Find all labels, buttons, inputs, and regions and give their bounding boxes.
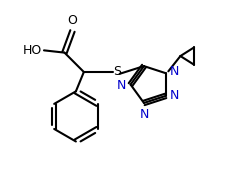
Text: N: N <box>170 65 179 78</box>
Text: HO: HO <box>23 44 42 57</box>
Text: N: N <box>139 108 149 121</box>
Text: N: N <box>117 79 127 92</box>
Text: O: O <box>68 14 77 27</box>
Text: S: S <box>113 65 121 78</box>
Text: N: N <box>170 89 179 102</box>
